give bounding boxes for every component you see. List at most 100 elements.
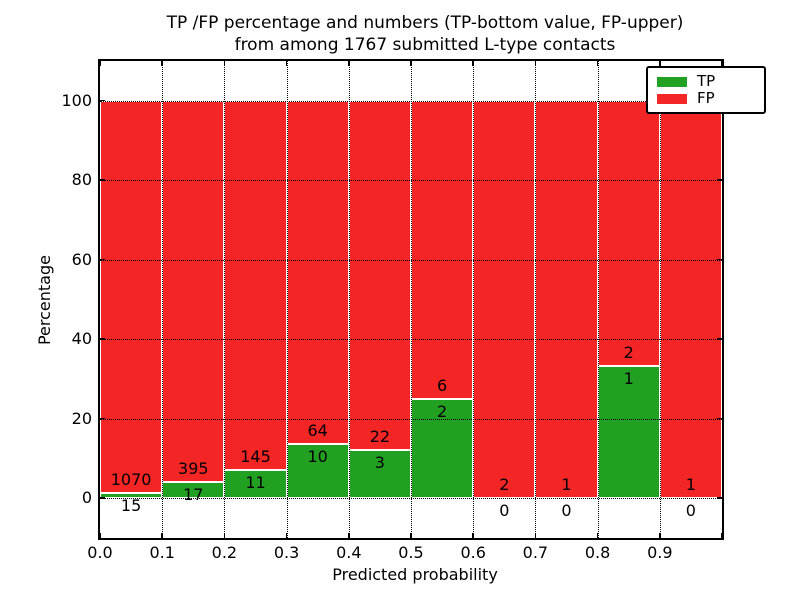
x-tick-label: 0.9 bbox=[647, 543, 673, 562]
gridline bbox=[597, 61, 599, 538]
tp-count-label: 10 bbox=[307, 447, 328, 467]
tick-mark bbox=[472, 533, 474, 538]
gridline bbox=[100, 339, 722, 340]
tick-mark bbox=[410, 61, 412, 66]
gridline bbox=[224, 61, 226, 538]
y-tick-label: 0 bbox=[81, 488, 92, 507]
tick-mark bbox=[99, 61, 101, 66]
tp-bar bbox=[224, 469, 287, 498]
tick-mark bbox=[100, 99, 105, 102]
tick-mark bbox=[534, 61, 537, 66]
tick-mark bbox=[717, 179, 722, 181]
chart-title-line2: from among 1767 submitted L-type contact… bbox=[234, 35, 616, 55]
x-tick-label: 0.7 bbox=[522, 543, 549, 562]
tp-count-label: 17 bbox=[183, 484, 204, 504]
tp-count-label: 2 bbox=[437, 401, 448, 421]
tick-mark bbox=[348, 61, 350, 66]
gridline bbox=[100, 418, 722, 420]
tick-mark bbox=[717, 338, 722, 340]
tick-mark bbox=[223, 61, 226, 66]
gridline bbox=[162, 61, 164, 538]
tick-mark bbox=[596, 61, 599, 66]
tick-mark bbox=[410, 533, 412, 538]
tp-count-label: 3 bbox=[374, 453, 385, 473]
tick-mark bbox=[534, 533, 537, 538]
tp-count-label: 0 bbox=[685, 501, 696, 520]
gridline bbox=[286, 61, 288, 538]
tp-count-label: 0 bbox=[499, 501, 510, 520]
tick-mark bbox=[596, 533, 599, 538]
fp-bar bbox=[286, 100, 349, 445]
tick-mark bbox=[659, 61, 661, 66]
tick-mark bbox=[161, 533, 163, 538]
x-tick-label: 0.1 bbox=[149, 543, 175, 562]
fp-bar bbox=[224, 100, 287, 470]
gridline bbox=[100, 259, 722, 261]
fp-count-label: 2 bbox=[499, 475, 510, 494]
gridline bbox=[659, 61, 661, 538]
x-axis-label: Predicted probability bbox=[332, 565, 498, 584]
fp-bar bbox=[473, 100, 536, 498]
fp-count-label: 1 bbox=[685, 475, 696, 494]
fp-bar bbox=[411, 100, 474, 399]
chart-title-line1: TP /FP percentage and numbers (TP-bottom… bbox=[166, 13, 684, 33]
legend-entry-tp: TP bbox=[657, 73, 755, 90]
tp-bar bbox=[100, 492, 163, 498]
fp-count-label: 395 bbox=[178, 458, 209, 478]
tp-swatch-icon bbox=[657, 76, 687, 87]
y-tick-label: 20 bbox=[71, 408, 92, 428]
tp-count-label: 1 bbox=[623, 368, 634, 388]
fp-count-label: 1070 bbox=[110, 469, 152, 489]
fp-bar bbox=[659, 100, 722, 498]
y-tick-label: 60 bbox=[71, 249, 92, 269]
gridline bbox=[411, 61, 412, 538]
fp-bar bbox=[535, 100, 598, 498]
x-tick-label: 0.0 bbox=[87, 543, 113, 562]
gridline bbox=[100, 180, 722, 181]
gridline bbox=[473, 61, 475, 538]
fp-count-label: 64 bbox=[307, 421, 328, 441]
tick-mark bbox=[100, 258, 105, 261]
gridline bbox=[100, 498, 722, 499]
gridline bbox=[348, 61, 350, 538]
tick-mark bbox=[348, 533, 350, 538]
tick-mark bbox=[161, 61, 163, 66]
tick-mark bbox=[721, 61, 723, 66]
x-tick-label: 0.2 bbox=[211, 543, 238, 562]
fp-count-label: 6 bbox=[437, 375, 448, 395]
fp-count-label: 1 bbox=[561, 475, 572, 494]
tick-mark bbox=[100, 338, 105, 340]
y-axis-label: Percentage bbox=[35, 255, 54, 346]
tick-mark bbox=[285, 533, 288, 538]
legend-label-fp: FP bbox=[697, 89, 715, 107]
tick-mark bbox=[717, 417, 722, 420]
legend: TP FP bbox=[646, 66, 766, 114]
tick-mark bbox=[99, 533, 101, 538]
tick-mark bbox=[100, 417, 105, 420]
tick-mark bbox=[659, 533, 661, 538]
legend-entry-fp: FP bbox=[657, 90, 755, 107]
fp-count-label: 145 bbox=[240, 446, 271, 466]
tick-mark bbox=[717, 258, 722, 261]
fp-bar bbox=[162, 100, 225, 482]
y-tick-label: 80 bbox=[71, 170, 92, 189]
x-tick-label: 0.4 bbox=[336, 543, 362, 562]
fp-bar bbox=[348, 100, 411, 451]
gridline bbox=[535, 61, 537, 538]
x-tick-label: 0.8 bbox=[584, 543, 611, 562]
fp-count-label: 22 bbox=[369, 427, 391, 447]
tick-mark bbox=[717, 497, 722, 499]
legend-label-tp: TP bbox=[697, 72, 716, 90]
fp-bar bbox=[597, 100, 660, 366]
y-tick-label: 40 bbox=[71, 329, 92, 348]
tick-mark bbox=[721, 533, 723, 538]
fp-swatch-icon bbox=[657, 93, 687, 104]
y-tick-label: 100 bbox=[61, 90, 92, 110]
x-tick-label: 0.3 bbox=[273, 543, 300, 562]
tick-mark bbox=[223, 533, 226, 538]
tp-count-label: 0 bbox=[561, 501, 572, 520]
chart-title: TP /FP percentage and numbers (TP-bottom… bbox=[125, 12, 725, 56]
x-tick-label: 0.5 bbox=[398, 543, 424, 562]
x-tick-label: 0.6 bbox=[460, 543, 486, 562]
